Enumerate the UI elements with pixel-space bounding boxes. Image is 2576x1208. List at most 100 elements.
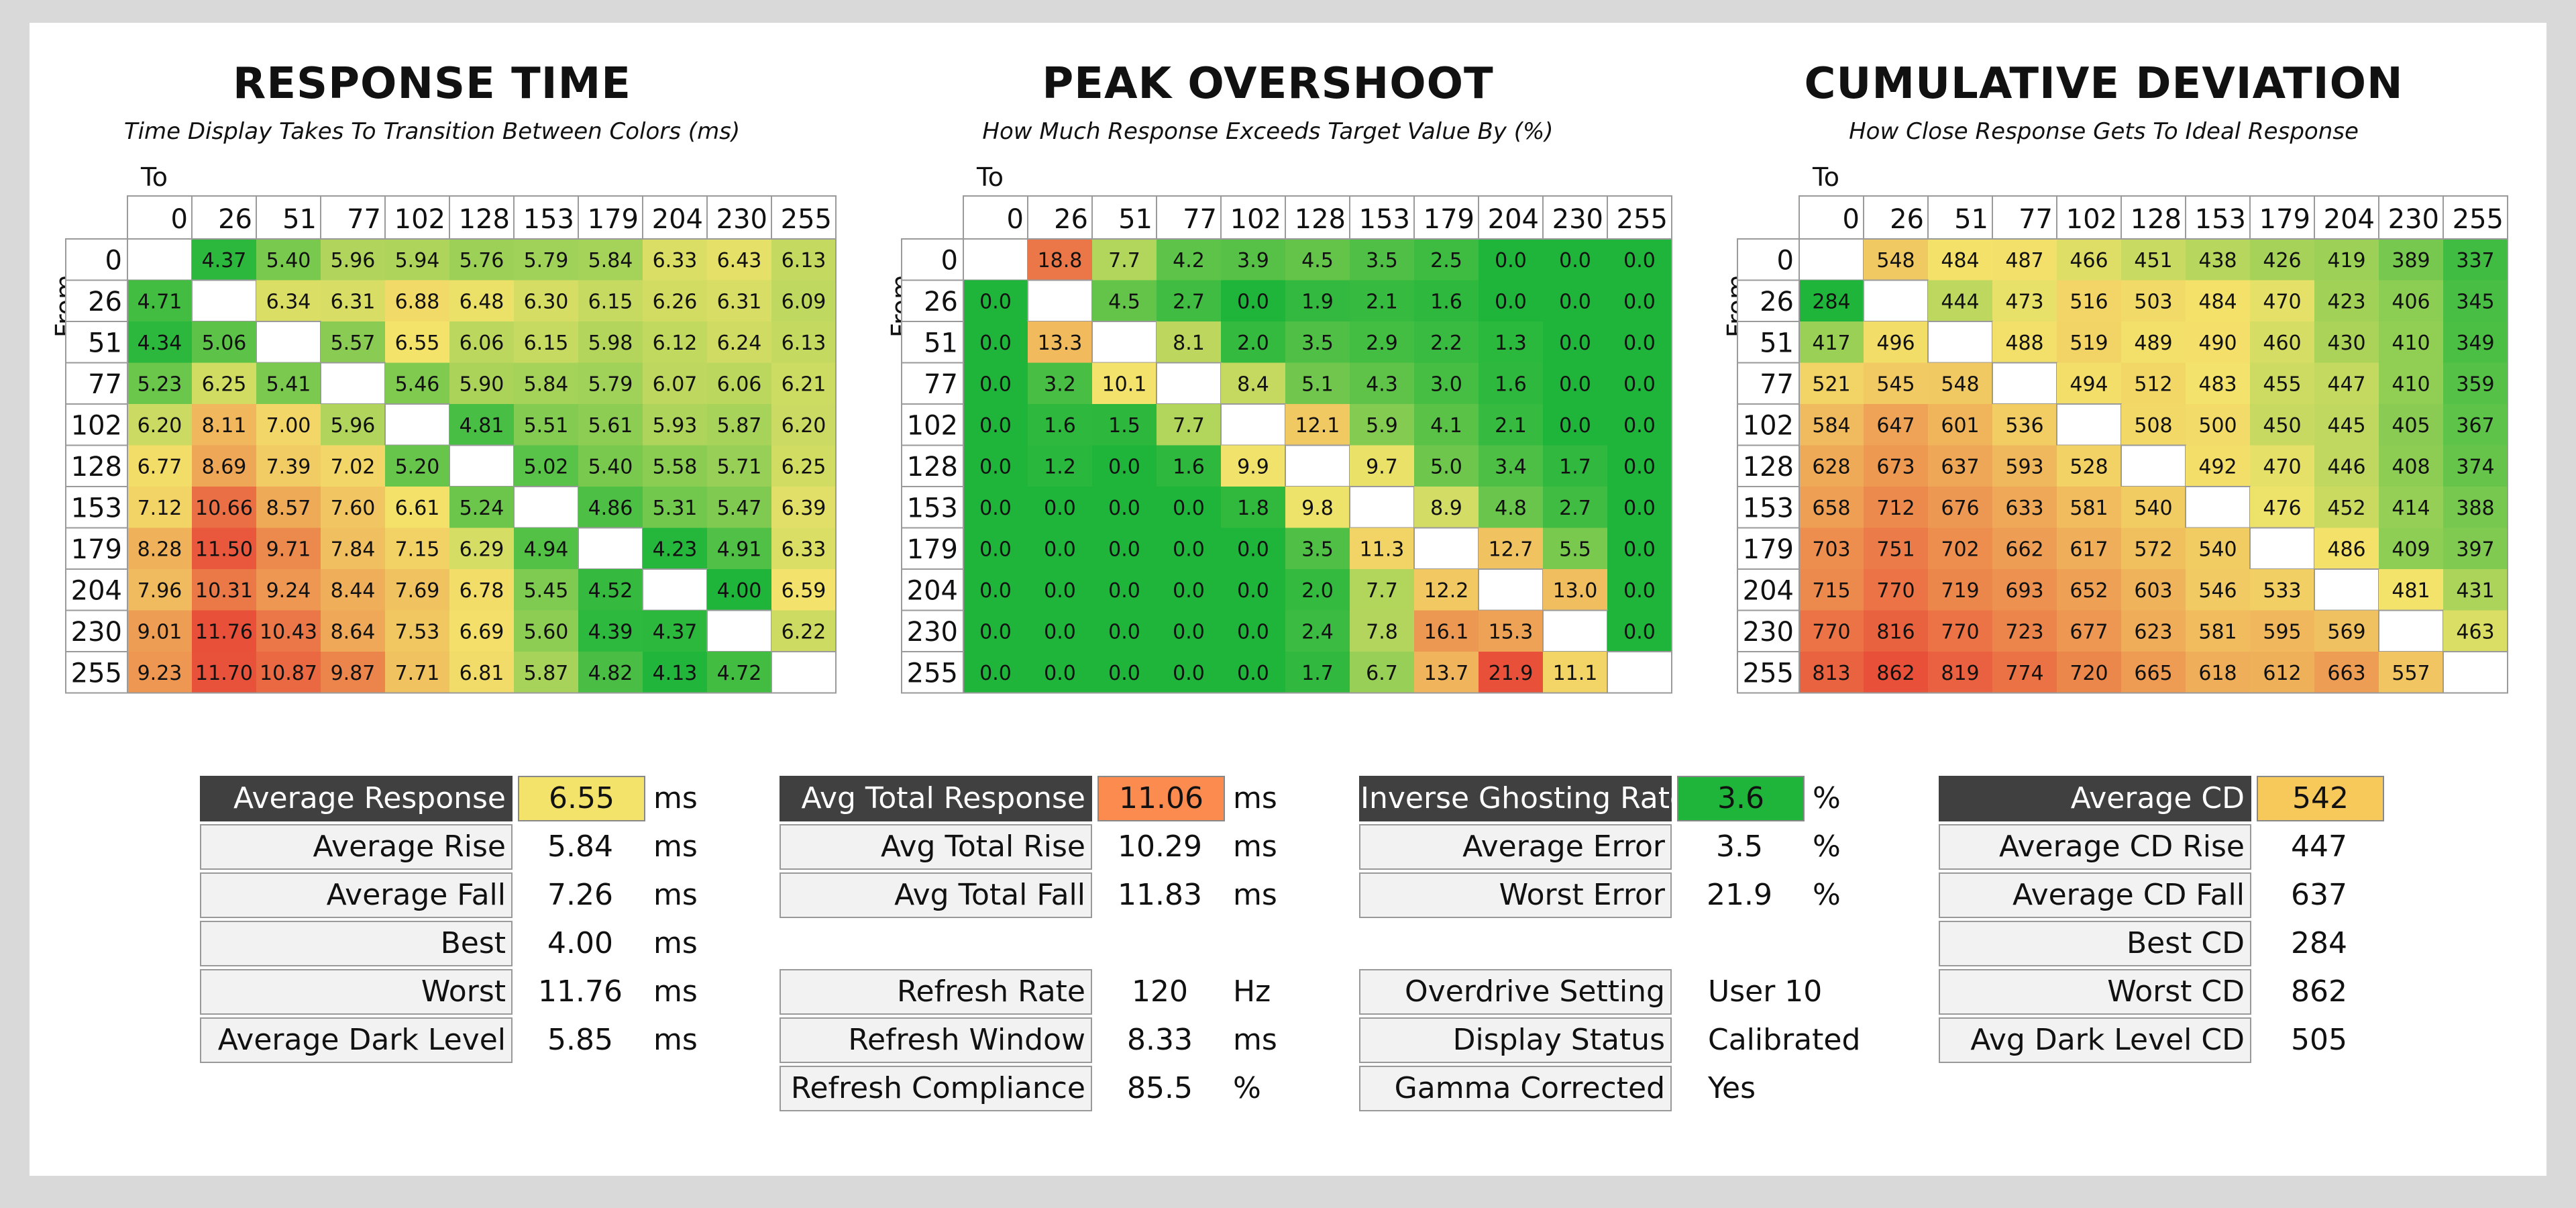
heatmap-cell xyxy=(1928,527,1992,569)
cell-value: 5.84 xyxy=(588,249,633,272)
row-header-label: 102 xyxy=(71,411,122,442)
row-header-label: 153 xyxy=(71,493,122,524)
stat-label: Average CD Rise xyxy=(1939,824,2251,870)
heatmap-cell xyxy=(963,487,1028,528)
cell-value: 521 xyxy=(1812,372,1850,396)
heatmap-cell xyxy=(1156,362,1222,405)
stat-value: 10.29 xyxy=(1118,829,1202,864)
heatmap-cell xyxy=(1414,321,1479,363)
cell-value: 484 xyxy=(1941,249,1979,272)
cell-value: 6.29 xyxy=(460,538,504,561)
heatmap-cell xyxy=(2379,321,2443,363)
heatmap-cell xyxy=(2057,362,2121,404)
heatmap-cell xyxy=(256,652,321,693)
heatmap-cell xyxy=(2314,321,2379,363)
cell-value: 712 xyxy=(1876,497,1915,520)
cell-value: 1.6 xyxy=(1430,290,1462,313)
stat-label: Average CD xyxy=(1939,776,2251,821)
cell-value: 5.79 xyxy=(524,249,569,272)
cell-value: 0.0 xyxy=(1044,497,1076,520)
cell-value: 770 xyxy=(1812,620,1850,644)
stat-value: 4.00 xyxy=(547,926,613,960)
row-header-label: 102 xyxy=(1743,411,1794,442)
cell-value: 16.1 xyxy=(1424,620,1469,644)
heatmap-cell xyxy=(1864,445,1928,487)
stat-value: 5.84 xyxy=(547,829,613,864)
cell-value: 6.34 xyxy=(266,290,311,313)
cell-value: 0.0 xyxy=(1108,455,1140,479)
heatmap-cell xyxy=(1221,610,1285,652)
heatmap-cell xyxy=(256,404,321,446)
cell-value: 1.7 xyxy=(1559,455,1591,479)
cell-value: 6.26 xyxy=(653,290,698,313)
panel-title: PEAK OVERSHOOT xyxy=(1042,59,1494,109)
heatmap-cell xyxy=(1092,487,1157,528)
heatmap-cell xyxy=(1285,362,1350,404)
heatmap-cell xyxy=(2121,239,2186,281)
cell-value: 349 xyxy=(2456,332,2494,355)
heatmap-cell xyxy=(1157,239,1221,281)
stat-value: 447 xyxy=(2291,829,2347,864)
cell-value: 0.0 xyxy=(979,620,1012,644)
heatmap-cell xyxy=(1928,239,1992,281)
cell-value: 0.0 xyxy=(1623,414,1656,438)
heatmap-cell xyxy=(2186,527,2250,569)
heatmap-cell xyxy=(578,362,643,404)
cumulative-deviation-heatmap: 0 26 51 77 102 128 153 179 204 230 255 0 26 51 77 102 12… xyxy=(1737,195,2508,694)
cell-value: 10.1 xyxy=(1102,372,1147,396)
col-header-label: 153 xyxy=(2195,204,2246,235)
cell-value: 0.0 xyxy=(979,538,1012,561)
cell-value: 6.69 xyxy=(460,620,504,644)
cell-value: 663 xyxy=(2327,662,2365,685)
stat-label: Average Dark Level xyxy=(200,1017,513,1063)
to-axis-label: To xyxy=(977,162,1004,192)
heatmap-cell xyxy=(514,321,578,363)
cell-value: 6.55 xyxy=(395,332,440,355)
stat-label: Refresh Rate xyxy=(780,969,1092,1015)
heatmap-cell xyxy=(1928,362,1992,404)
heatmap-cell xyxy=(385,321,449,363)
cell-value: 5.51 xyxy=(524,414,569,438)
col-header-label: 179 xyxy=(588,204,639,235)
response-time-panel: RESPONSE TIME Time Display Takes To Tran… xyxy=(30,23,837,761)
heatmap-cell xyxy=(1992,239,2057,281)
heatmap-cell xyxy=(1992,652,2057,693)
cell-value: 2.0 xyxy=(1301,579,1334,603)
cell-value: 494 xyxy=(2070,372,2108,396)
cell-value: 4.1 xyxy=(1430,414,1462,438)
heatmap-cell xyxy=(449,527,514,569)
heatmap-cell xyxy=(2314,527,2379,569)
heatmap-cell xyxy=(2186,404,2250,446)
stat-value: 85.5 xyxy=(1127,1071,1193,1105)
col-header-label: 128 xyxy=(1295,204,1346,235)
cell-value: 483 xyxy=(2198,372,2237,396)
heatmap-cell xyxy=(707,321,771,363)
cell-value: 8.4 xyxy=(1237,372,1269,396)
cell-value: 5.60 xyxy=(524,620,569,644)
cell-value: 4.91 xyxy=(717,538,762,561)
cell-value: 409 xyxy=(2392,538,2430,561)
cell-value: 4.2 xyxy=(1173,249,1205,272)
to-axis-label: To xyxy=(141,162,168,192)
cell-value: 0.0 xyxy=(1237,290,1269,313)
cell-value: 3.2 xyxy=(1044,372,1076,396)
cell-value: 595 xyxy=(2263,620,2301,644)
cell-value: 2.7 xyxy=(1173,290,1205,313)
row-header-label: 204 xyxy=(1743,576,1794,607)
row-header-label: 204 xyxy=(907,576,958,607)
heatmap-cell xyxy=(2186,610,2250,652)
cell-value: 11.3 xyxy=(1360,538,1405,561)
cell-value: 11.50 xyxy=(195,538,253,561)
heatmap-cell xyxy=(2249,527,2315,570)
cell-value: 5.20 xyxy=(395,455,440,479)
stat-value: User 10 xyxy=(1708,974,1823,1009)
heatmap-cell xyxy=(1543,527,1607,569)
cell-value: 862 xyxy=(1876,662,1915,685)
cell-value: 4.94 xyxy=(524,538,569,561)
cell-value: 5.76 xyxy=(460,249,504,272)
cell-value: 12.2 xyxy=(1424,579,1469,603)
cell-value: 423 xyxy=(2327,290,2365,313)
heatmap-cell xyxy=(963,527,1028,569)
heatmap-cell xyxy=(2443,487,2508,528)
heatmap-cell xyxy=(1414,445,1479,487)
